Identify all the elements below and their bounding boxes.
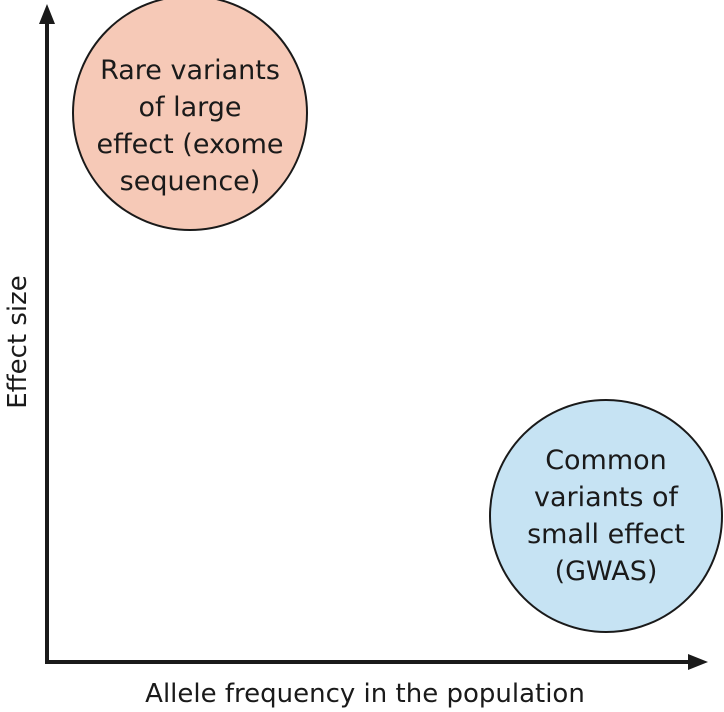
y-axis-label: Effect size xyxy=(3,275,33,409)
x-axis-label: Allele frequency in the population xyxy=(145,679,585,709)
common-variants-line-2: variants of xyxy=(534,482,680,513)
x-axis-arrow-icon xyxy=(688,654,708,670)
common-variants-bubble: Common variants of small effect (GWAS) xyxy=(489,399,723,633)
y-axis-arrow-icon xyxy=(39,4,55,24)
common-variants-line-1: Common xyxy=(545,445,667,476)
rare-variants-circle xyxy=(72,0,308,231)
common-variants-circle xyxy=(489,399,723,633)
rare-variants-line-1: Rare variants xyxy=(100,55,280,86)
rare-variants-bubble: Rare variants of large effect (exome seq… xyxy=(72,0,308,231)
common-variants-line-3: small effect xyxy=(527,519,685,550)
rare-variants-line-4: sequence) xyxy=(120,166,261,197)
rare-variants-line-3: effect (exome xyxy=(96,129,283,160)
rare-variants-line-2: of large xyxy=(138,92,241,123)
common-variants-line-4: (GWAS) xyxy=(555,556,658,587)
